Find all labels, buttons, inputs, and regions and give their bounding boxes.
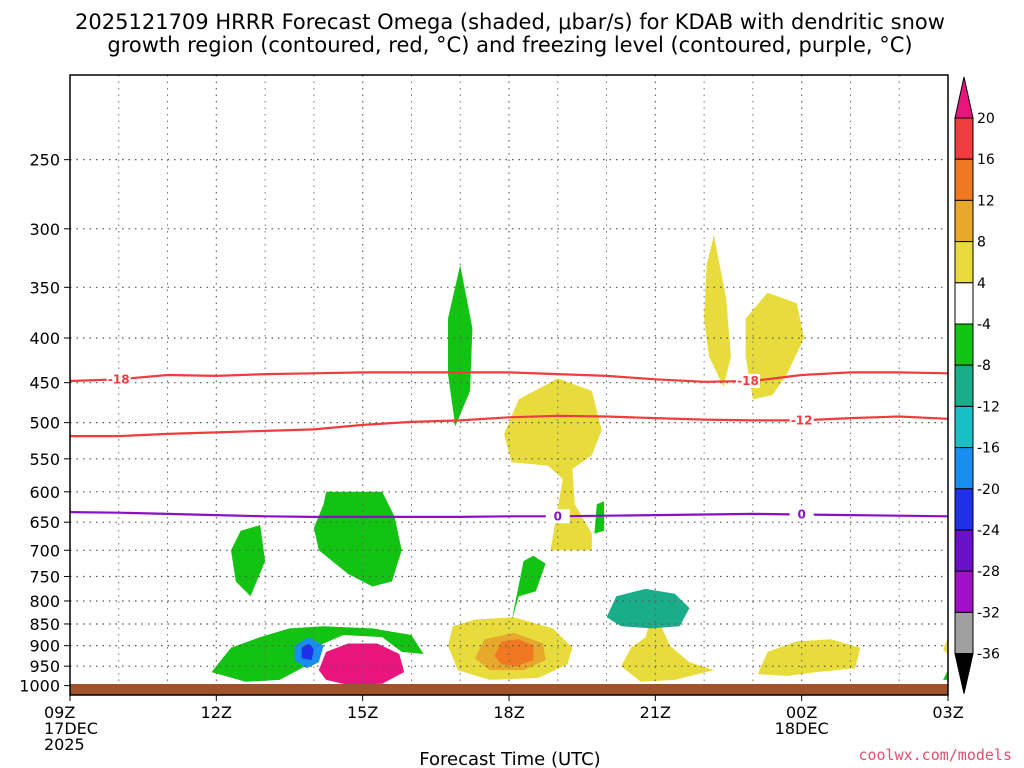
- contour-label-bg: [789, 413, 814, 428]
- contour-label: 0: [797, 508, 805, 522]
- y-axis-pressure: 250 300 350 400 450 500 550 600 650 700 750 800 850 9…: [19, 151, 70, 696]
- omega-region: [301, 643, 314, 661]
- colorbar-swatch: [954, 447, 974, 490]
- chart-title-line-2: growth region (contoured, red, °C) and f…: [107, 33, 912, 57]
- omega-region: [231, 525, 266, 597]
- colorbar-label: -24: [977, 523, 1000, 539]
- omega-region: [606, 588, 690, 629]
- colorbar-swatch: [954, 611, 974, 655]
- x-tick-label: 00Z: [786, 703, 817, 722]
- omega-region: [504, 378, 602, 551]
- y-tick-label: 550: [29, 450, 60, 469]
- colorbar-swatch: [954, 570, 974, 613]
- y-tick-label: 600: [29, 483, 60, 502]
- colorbar-swatch: [954, 323, 974, 366]
- omega-region: [943, 637, 948, 654]
- omega-region: [943, 670, 948, 680]
- colorbar-label: -32: [977, 605, 1000, 621]
- contour-line: [69, 511, 949, 518]
- colorbar-label: -28: [977, 564, 1000, 580]
- colorbar-swatch: [954, 241, 974, 284]
- omega-region: [511, 555, 546, 622]
- colorbar-label: -12: [977, 399, 1000, 415]
- site-credit: coolwx.com/models: [858, 746, 1012, 764]
- colorbar-bottom-arrow: [954, 653, 974, 694]
- colorbar-swatch: [954, 488, 974, 531]
- chart-title-line-1: 2025121709 HRRR Forecast Omega (shaded, …: [75, 10, 945, 34]
- omega-region: [313, 491, 402, 587]
- y-tick-label: 450: [29, 374, 60, 393]
- y-tick-label: 900: [29, 637, 60, 656]
- colorbar-label: -16: [977, 441, 1000, 457]
- ground-surface: [70, 684, 948, 695]
- contour-label-bg: [545, 509, 570, 524]
- contour-label-bg: [736, 374, 761, 389]
- colorbar-label: -8: [977, 358, 991, 374]
- isotherm-contours: -18 -18 -12 0 0: [69, 371, 949, 524]
- omega-region: [704, 235, 731, 387]
- y-tick-label: 1000: [19, 677, 60, 696]
- omega-region: [757, 639, 861, 676]
- colorbar-label: -4: [977, 317, 991, 333]
- colorbar-label: 4: [977, 276, 986, 292]
- colorbar-swatch: [954, 117, 974, 160]
- contour-label: 0: [554, 509, 562, 523]
- colorbar-swatch: [954, 364, 974, 407]
- x-tick-label: 2025: [44, 735, 85, 754]
- x-tick-label: 18Z: [493, 703, 524, 722]
- x-tick-label: 15Z: [347, 703, 378, 722]
- omega-region: [318, 643, 405, 685]
- y-tick-label: 350: [29, 278, 60, 297]
- x-tick-label: 18DEC: [775, 719, 829, 738]
- y-tick-label: 500: [29, 414, 60, 433]
- x-axis-title: Forecast Time (UTC): [419, 749, 600, 768]
- colorbar-label: 20: [977, 111, 995, 127]
- y-tick-label: 250: [29, 151, 60, 170]
- omega-region: [745, 292, 805, 400]
- x-tick-label: 09Z: [44, 703, 75, 722]
- contour-label: -12: [791, 413, 813, 427]
- y-tick-label: 700: [29, 541, 60, 560]
- contour-label: -18: [108, 372, 130, 386]
- colorbar-swatch: [954, 405, 974, 449]
- colorbar-swatch: [954, 199, 974, 243]
- y-tick-label: 950: [29, 657, 60, 676]
- x-tick-label: 03Z: [932, 703, 963, 722]
- omega-region: [211, 626, 424, 682]
- x-tick-label: 12Z: [201, 703, 232, 722]
- colorbar-label: 16: [977, 152, 995, 168]
- colorbar-swatch: [954, 282, 974, 325]
- gridlines: [70, 75, 948, 687]
- y-tick-label: 800: [29, 592, 60, 611]
- y-tick-label: 650: [29, 513, 60, 532]
- colorbar-label: -20: [977, 482, 1000, 498]
- contour-label-bg: [106, 372, 131, 387]
- omega-region: [621, 619, 714, 682]
- x-tick-label: 17DEC: [44, 719, 98, 738]
- colorbar-swatch: [954, 529, 974, 572]
- omega-region: [448, 265, 473, 427]
- contour-label: -18: [737, 374, 759, 388]
- colorbar-swatch: [954, 158, 974, 201]
- y-tick-label: 750: [29, 567, 60, 586]
- contour-line: [69, 371, 949, 383]
- contour-label-bg: [789, 507, 814, 522]
- colorbar-top-arrow: [954, 76, 974, 119]
- y-tick-label: 400: [29, 329, 60, 348]
- omega-colorbar: 20 16 12 8 4 -4 -8 -12 -16 -20 -24 -28 -32 -36: [954, 76, 1000, 694]
- colorbar-label: 12: [977, 193, 995, 209]
- colorbar-label: -36: [977, 647, 1000, 663]
- colorbar-label: 8: [977, 235, 986, 251]
- y-tick-label: 850: [29, 615, 60, 634]
- x-tick-label: 21Z: [640, 703, 671, 722]
- omega-shaded-regions: [211, 235, 948, 685]
- omega-region: [494, 639, 534, 667]
- omega-region: [594, 501, 605, 534]
- y-tick-label: 300: [29, 220, 60, 239]
